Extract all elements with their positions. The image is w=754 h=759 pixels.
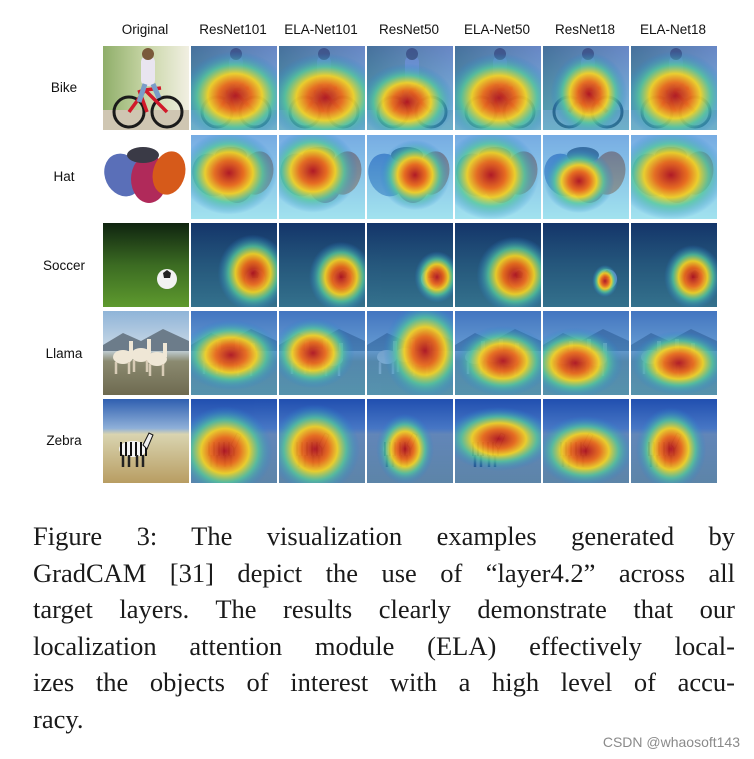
column-header-resnet50: ResNet50 bbox=[378, 22, 440, 37]
heatmap-bike-resnet50 bbox=[367, 46, 453, 130]
original-image-bike bbox=[103, 46, 189, 130]
heatmap-soccer-ela-net101 bbox=[279, 223, 365, 307]
heatmap-soccer-ela-net50 bbox=[455, 223, 541, 307]
original-image-zebra bbox=[103, 399, 189, 483]
heatmap-zebra-ela-net101 bbox=[279, 399, 365, 483]
heatmap-soccer-resnet18 bbox=[543, 223, 629, 307]
heatmap-zebra-resnet18 bbox=[543, 399, 629, 483]
original-image-hat bbox=[103, 135, 189, 219]
row-label-bike: Bike bbox=[50, 80, 78, 95]
heatmap-hat-resnet101 bbox=[191, 135, 277, 219]
heatmap-llama-resnet50 bbox=[367, 311, 453, 395]
heatmap-hat-resnet50 bbox=[367, 135, 453, 219]
column-header-resnet18: ResNet18 bbox=[554, 22, 616, 37]
caption-line: racy. bbox=[33, 703, 84, 734]
heatmap-hat-ela-net50 bbox=[455, 135, 541, 219]
heatmap-zebra-ela-net18 bbox=[631, 399, 717, 483]
watermark: CSDN @whaosoft143 bbox=[602, 734, 740, 750]
caption-line: target layers. The results clearly demon… bbox=[33, 594, 735, 625]
heatmap-bike-ela-net18 bbox=[631, 46, 717, 130]
heatmap-hat-ela-net101 bbox=[279, 135, 365, 219]
heatmap-bike-ela-net101 bbox=[279, 46, 365, 130]
row-label-hat: Hat bbox=[53, 169, 75, 184]
heatmap-zebra-resnet101 bbox=[191, 399, 277, 483]
column-header-resnet101: ResNet101 bbox=[199, 22, 267, 37]
heatmap-llama-resnet18 bbox=[543, 311, 629, 395]
caption-line: localization attention module (ELA) effe… bbox=[33, 630, 735, 661]
row-label-soccer: Soccer bbox=[42, 258, 86, 273]
heatmap-llama-resnet101 bbox=[191, 311, 277, 395]
heatmap-llama-ela-net101 bbox=[279, 311, 365, 395]
row-label-zebra: Zebra bbox=[46, 433, 82, 448]
row-label-llama: Llama bbox=[45, 346, 83, 361]
column-header-original: Original bbox=[121, 22, 169, 37]
heatmap-llama-ela-net18 bbox=[631, 311, 717, 395]
heatmap-zebra-ela-net50 bbox=[455, 399, 541, 483]
original-image-llama bbox=[103, 311, 189, 395]
heatmap-soccer-resnet101 bbox=[191, 223, 277, 307]
heatmap-hat-resnet18 bbox=[543, 135, 629, 219]
figure: Original ResNet101 ELA-Net101 ResNet50 E… bbox=[42, 22, 717, 483]
heatmap-llama-ela-net50 bbox=[455, 311, 541, 395]
column-header-ela-net18: ELA-Net18 bbox=[639, 22, 707, 37]
column-header-ela-net50: ELA-Net50 bbox=[463, 22, 531, 37]
column-header-ela-net101: ELA-Net101 bbox=[284, 22, 358, 37]
heatmap-zebra-resnet50 bbox=[367, 399, 453, 483]
heatmap-bike-resnet18 bbox=[543, 46, 629, 130]
caption-line: Figure 3: The visualization examples gen… bbox=[33, 521, 735, 551]
heatmap-soccer-ela-net18 bbox=[631, 223, 717, 307]
caption-line: izes the objects of interest with a high… bbox=[33, 667, 735, 698]
caption-line: GradCAM [31] depict the use of “layer4.2… bbox=[33, 557, 735, 588]
figure-caption: Figure 3: The visualization examples gen… bbox=[33, 518, 735, 738]
heatmap-soccer-resnet50 bbox=[367, 223, 453, 307]
heatmap-hat-ela-net18 bbox=[631, 135, 717, 219]
original-image-soccer bbox=[103, 223, 189, 307]
heatmap-bike-resnet101 bbox=[191, 46, 277, 130]
heatmap-bike-ela-net50 bbox=[455, 46, 541, 130]
